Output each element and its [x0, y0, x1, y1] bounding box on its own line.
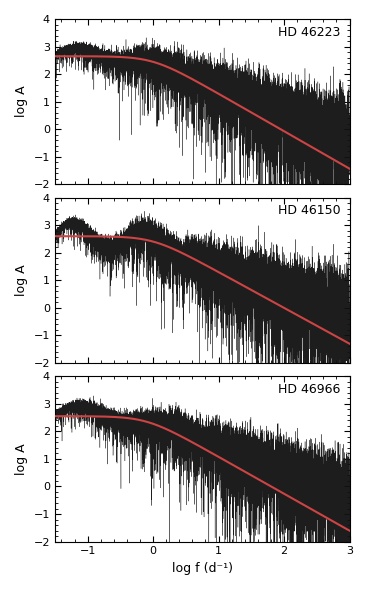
X-axis label: log f (d⁻¹): log f (d⁻¹) [172, 562, 233, 575]
Text: HD 46966: HD 46966 [278, 383, 341, 396]
Text: HD 46223: HD 46223 [278, 25, 341, 38]
Y-axis label: log A: log A [15, 86, 28, 117]
Text: HD 46150: HD 46150 [278, 204, 341, 217]
Y-axis label: log A: log A [15, 443, 28, 475]
Y-axis label: log A: log A [15, 264, 28, 296]
